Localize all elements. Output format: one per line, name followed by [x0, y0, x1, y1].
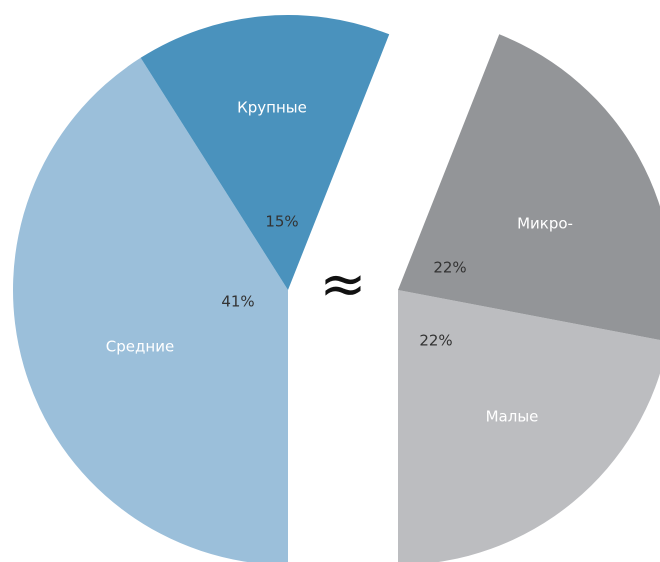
value-label: 41%	[221, 293, 254, 311]
slice-label: Малые	[486, 408, 539, 426]
pie-slice	[13, 57, 288, 562]
value-label: 22%	[433, 259, 466, 277]
approx-sign: ≈	[320, 252, 367, 317]
pie-slice	[398, 34, 660, 340]
value-label: 22%	[419, 332, 452, 350]
value-label: 15%	[265, 213, 298, 231]
slice-label: Микро-	[517, 215, 573, 233]
slice-label: Средние	[106, 338, 174, 356]
pie-slice	[140, 14, 390, 290]
pie-slice	[398, 290, 660, 562]
slice-label: Крупные	[237, 99, 307, 117]
